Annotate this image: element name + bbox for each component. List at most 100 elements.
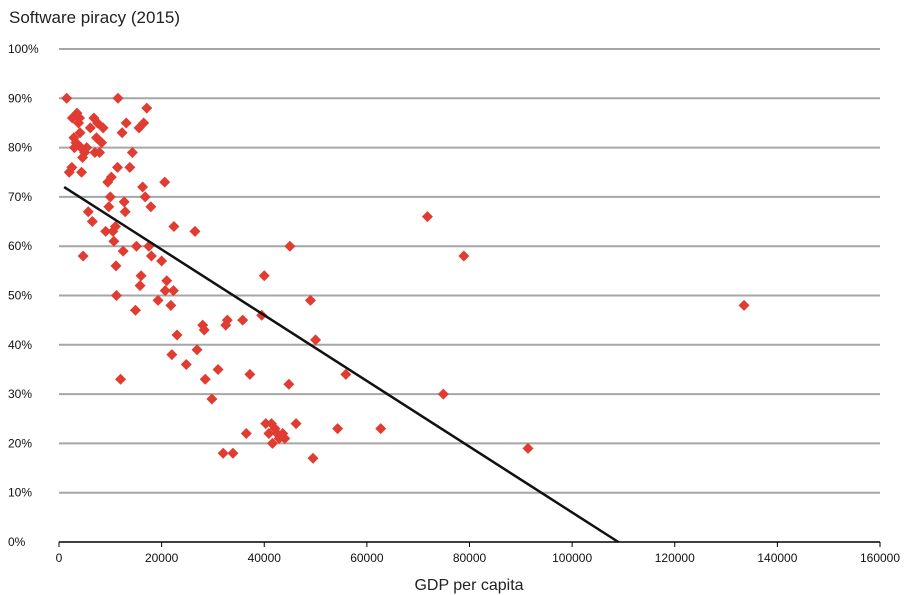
data-point [189,225,201,237]
data-point [421,211,433,223]
data-point [522,442,534,454]
y-tick-label: 0% [8,535,26,549]
data-point [137,181,149,193]
data-point [240,428,252,440]
y-tick-label: 40% [8,338,32,352]
data-point [206,393,218,405]
data-point [118,196,130,208]
data-point [100,225,112,237]
y-tick-label: 20% [8,436,32,450]
data-point [738,299,750,311]
data-point [74,127,86,139]
data-point [304,294,316,306]
data-point [115,373,127,385]
data-point [198,324,210,336]
y-tick-label: 100% [8,42,39,56]
x-tick-label: 40000 [248,551,282,565]
data-point [283,378,295,390]
trendline-layer [63,185,619,544]
data-point [129,304,141,316]
data-point [332,423,344,435]
y-tick-label: 10% [8,486,32,500]
data-point [437,388,449,400]
data-point [81,142,93,154]
x-axis [58,541,881,547]
x-tick-label: 0 [56,551,63,565]
data-point [138,117,150,129]
data-point [191,344,203,356]
data-point [130,240,142,252]
x-tick-label: 80000 [453,551,487,565]
data-point [340,368,352,380]
data-point [244,368,256,380]
data-point [74,112,86,124]
data-point [61,92,73,104]
data-point [152,294,164,306]
gridlines [59,48,880,494]
data-point [97,122,109,134]
data-point [263,428,275,440]
x-tick-label: 100000 [552,551,592,565]
data-point [166,349,178,361]
data-point [237,314,249,326]
trendline [63,185,619,544]
data-point [120,117,132,129]
data-point [82,206,94,218]
x-tick-label: 160000 [860,551,900,565]
data-point [180,359,192,371]
x-tick-label: 120000 [655,551,695,565]
data-point [135,270,147,282]
data-point [145,201,157,213]
data-point [290,418,302,430]
data-point [104,191,116,203]
data-point [96,137,108,149]
x-tick-label: 20000 [145,551,179,565]
data-point [110,260,122,272]
data-point [260,418,272,430]
data-point [66,161,78,173]
data-point [159,285,171,297]
data-point [217,447,229,459]
data-point [77,250,89,262]
y-tick-label: 50% [8,289,32,303]
y-axis-tick-labels: 0% 10% 20% 30% 40% 50% 60% 70% 80% 90% 100% [8,42,39,549]
data-point [227,447,239,459]
data-point [156,255,168,267]
data-point [199,373,211,385]
data-point [161,275,173,287]
y-tick-label: 70% [8,190,32,204]
y-tick-label: 60% [8,239,32,253]
data-point [116,127,128,139]
data-point [221,314,233,326]
data-point [111,161,123,173]
data-point [145,250,157,262]
data-point [94,147,106,159]
data-point [84,122,96,134]
data-point [279,432,291,444]
data-point [110,290,122,301]
data-point [76,166,88,178]
y-tick-label: 90% [8,91,32,105]
chart-title: Software piracy (2015) [9,8,181,27]
x-axis-title: GDP per capita [414,577,523,594]
data-point [167,285,179,297]
x-axis-tick-labels: 0 20000 40000 60000 80000 100000 120000 140000 1… [56,551,901,565]
data-point [212,363,224,375]
data-point [168,220,180,232]
data-point [141,102,153,114]
data-point [458,250,470,262]
data-point [124,161,136,173]
data-point [103,201,115,213]
y-tick-label: 30% [8,387,32,401]
data-point [165,299,177,311]
data-point [159,176,171,188]
data-point [266,437,278,449]
data-point [86,216,98,228]
data-point [105,171,117,183]
data-point [375,423,387,435]
data-points [61,92,750,464]
data-point [310,334,322,346]
y-tick-label: 80% [8,141,32,155]
data-point [139,191,151,203]
